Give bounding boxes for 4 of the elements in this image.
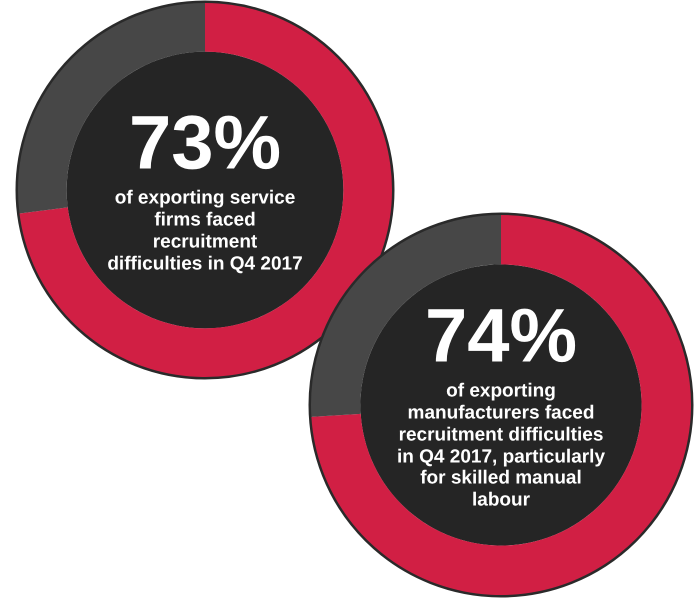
text: of exporting service firms faced recruitment difficulties in Q4 2017 [106, 187, 304, 275]
data-label: 73% [128, 100, 282, 186]
text: of exporting manufacturers faced recruitment difficulties in Q4 2017, particularly for skilled manual labour [396, 380, 606, 512]
data-label: 74% [424, 293, 578, 378]
